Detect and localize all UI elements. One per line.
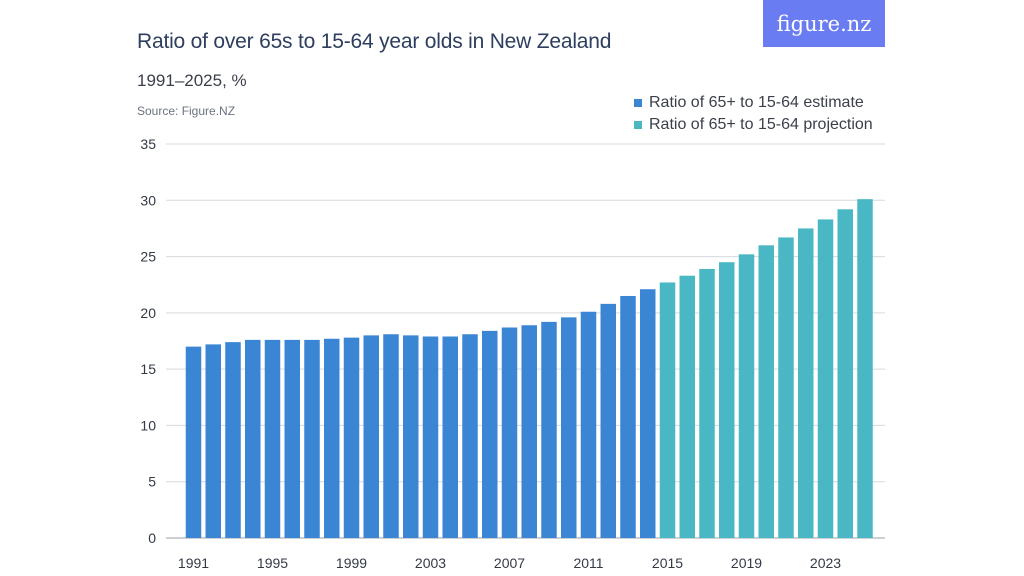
bar-estimate [363, 335, 379, 538]
bar-estimate [225, 342, 241, 538]
legend-swatch-projection [634, 121, 642, 129]
x-tick-label: 2003 [415, 555, 446, 571]
bar-projection [817, 219, 834, 538]
y-tick-label: 0 [148, 530, 156, 546]
chart-subtitle: 1991–2025, % [137, 71, 247, 90]
bar-projection [798, 228, 814, 538]
legend-swatch-estimate [634, 99, 642, 107]
bar-projection [659, 282, 676, 538]
x-tick-label: 2015 [652, 555, 683, 571]
bar-estimate [422, 336, 439, 538]
x-tick-label: 2011 [573, 555, 603, 571]
bar-estimate [482, 330, 498, 538]
chart-source: Source: Figure.NZ [137, 104, 236, 118]
bar-estimate [501, 327, 518, 538]
figure-nz-logo[interactable]: figure.nz [763, 0, 885, 47]
bar-estimate [245, 339, 261, 538]
y-tick-label: 10 [140, 417, 156, 433]
bar-estimate [640, 289, 656, 538]
x-tick-label: 2007 [494, 555, 525, 571]
bar-estimate [343, 337, 360, 538]
y-tick-label: 20 [140, 305, 156, 321]
bar-estimate [383, 334, 399, 538]
y-tick-label: 35 [140, 136, 156, 152]
bar-projection [679, 275, 695, 538]
bar-estimate [521, 325, 537, 538]
bar-estimate [205, 344, 221, 538]
x-tick-label: 1991 [178, 555, 209, 571]
bar-projection [857, 199, 873, 538]
bar-estimate [600, 303, 616, 538]
legend-label-estimate: Ratio of 65+ to 15-64 estimate [649, 94, 864, 111]
bar-estimate [620, 295, 636, 538]
bar-estimate [580, 311, 597, 538]
bar-projection [699, 268, 715, 538]
bar-estimate [442, 336, 458, 538]
bar-estimate [284, 339, 300, 538]
bar-projection [758, 245, 774, 539]
y-tick-label: 5 [148, 474, 156, 490]
bar-estimate [324, 338, 340, 538]
y-tick-label: 15 [140, 361, 156, 377]
y-tick-label: 25 [140, 249, 156, 265]
bar-estimate [403, 335, 419, 538]
bar-projection [719, 262, 735, 538]
bar-projection [837, 209, 853, 538]
chart-legend: Ratio of 65+ to 15-64 estimate Ratio of … [634, 92, 873, 136]
y-tick-label: 30 [140, 192, 156, 208]
bar-estimate [185, 346, 202, 538]
x-tick-label: 2023 [810, 555, 841, 571]
legend-label-projection: Ratio of 65+ to 15-64 projection [649, 116, 873, 133]
bar-estimate [264, 339, 281, 538]
x-tick-label: 2019 [731, 555, 762, 571]
bar-estimate [462, 334, 478, 538]
chart-title: Ratio of over 65s to 15-64 year olds in … [137, 30, 612, 53]
bar-estimate [561, 317, 577, 538]
bar-projection [778, 237, 794, 539]
x-tick-label: 1995 [257, 555, 288, 571]
bar-estimate [541, 321, 557, 538]
bar-estimate [304, 339, 320, 538]
legend-item-estimate: Ratio of 65+ to 15-64 estimate [634, 92, 873, 114]
bar-projection [738, 254, 755, 538]
x-tick-label: 1999 [336, 555, 367, 571]
legend-item-projection: Ratio of 65+ to 15-64 projection [634, 114, 873, 136]
